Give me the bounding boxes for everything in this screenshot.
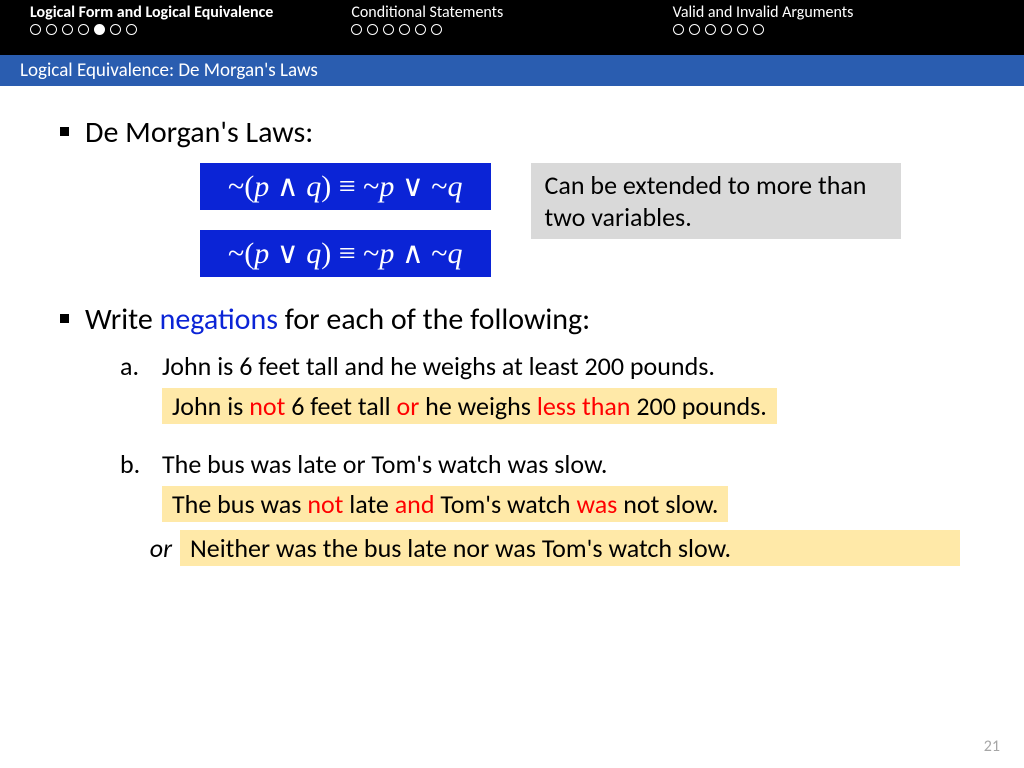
progress-dot[interactable] bbox=[367, 24, 378, 35]
item-b-text: The bus was late or Tom's watch was slow… bbox=[162, 448, 607, 480]
progress-dot[interactable] bbox=[126, 24, 137, 35]
progress-dot[interactable] bbox=[721, 24, 732, 35]
top-nav: Logical Form and Logical EquivalenceCond… bbox=[0, 0, 1024, 55]
item-a-answer: John is not 6 feet tall or he weighs les… bbox=[162, 388, 777, 424]
item-a: a. John is 6 feet tall and he weighs at … bbox=[120, 350, 994, 382]
or-row: or Neither was the bus late nor was Tom'… bbox=[128, 530, 994, 566]
subheader: Logical Equivalence: De Morgan's Laws bbox=[0, 55, 1024, 86]
bullet-square-icon bbox=[60, 127, 69, 136]
nav-progress-dots bbox=[351, 24, 672, 35]
nav-section[interactable]: Conditional Statements bbox=[351, 3, 672, 55]
sub-list: a. John is 6 feet tall and he weighs at … bbox=[120, 350, 994, 566]
item-a-letter: a. bbox=[120, 350, 162, 382]
or-answer: Neither was the bus late nor was Tom's w… bbox=[180, 530, 960, 566]
nav-section-title: Logical Form and Logical Equivalence bbox=[30, 3, 351, 22]
progress-dot[interactable] bbox=[399, 24, 410, 35]
slide-content: De Morgan's Laws: ~(p ∧ q) ≡ ~p ∨ ~q ~(p… bbox=[0, 86, 1024, 566]
nav-progress-dots bbox=[673, 24, 994, 35]
formula-1: ~(p ∧ q) ≡ ~p ∨ ~q bbox=[200, 163, 491, 210]
formula-2: ~(p ∨ q) ≡ ~p ∧ ~q bbox=[200, 230, 491, 277]
demorgan-title: De Morgan's Laws: bbox=[85, 114, 313, 151]
item-a-text: John is 6 feet tall and he weighs at lea… bbox=[162, 350, 715, 382]
progress-dot[interactable] bbox=[415, 24, 426, 35]
item-b-letter: b. bbox=[120, 448, 162, 480]
progress-dot[interactable] bbox=[78, 24, 89, 35]
progress-dot[interactable] bbox=[673, 24, 684, 35]
progress-dot[interactable] bbox=[737, 24, 748, 35]
item-b-answer: The bus was not late and Tom's watch was… bbox=[162, 486, 728, 522]
progress-dot[interactable] bbox=[46, 24, 57, 35]
nav-section-title: Conditional Statements bbox=[351, 3, 672, 22]
nav-section-title: Valid and Invalid Arguments bbox=[673, 3, 994, 22]
nav-section[interactable]: Valid and Invalid Arguments bbox=[673, 3, 994, 55]
item-b: b. The bus was late or Tom's watch was s… bbox=[120, 448, 994, 480]
write-negations-title: Write negations for each of the followin… bbox=[85, 301, 590, 338]
progress-dot[interactable] bbox=[689, 24, 700, 35]
progress-dot[interactable] bbox=[110, 24, 121, 35]
progress-dot[interactable] bbox=[431, 24, 442, 35]
progress-dot[interactable] bbox=[94, 24, 105, 35]
or-label: or bbox=[128, 532, 180, 564]
note-box: Can be extended to more than two variabl… bbox=[531, 163, 901, 239]
progress-dot[interactable] bbox=[383, 24, 394, 35]
progress-dot[interactable] bbox=[62, 24, 73, 35]
bullet-square-icon bbox=[60, 314, 69, 323]
progress-dot[interactable] bbox=[753, 24, 764, 35]
progress-dot[interactable] bbox=[351, 24, 362, 35]
progress-dot[interactable] bbox=[705, 24, 716, 35]
bullet-demorgan: De Morgan's Laws: bbox=[60, 114, 994, 151]
nav-section[interactable]: Logical Form and Logical Equivalence bbox=[30, 3, 351, 55]
formula-area: ~(p ∧ q) ≡ ~p ∨ ~q ~(p ∨ q) ≡ ~p ∧ ~q Ca… bbox=[200, 163, 994, 277]
progress-dot[interactable] bbox=[30, 24, 41, 35]
formula-stack: ~(p ∧ q) ≡ ~p ∨ ~q ~(p ∨ q) ≡ ~p ∧ ~q bbox=[200, 163, 491, 277]
bullet-write-negations: Write negations for each of the followin… bbox=[60, 301, 994, 338]
nav-progress-dots bbox=[30, 24, 351, 35]
page-number: 21 bbox=[984, 737, 1000, 756]
